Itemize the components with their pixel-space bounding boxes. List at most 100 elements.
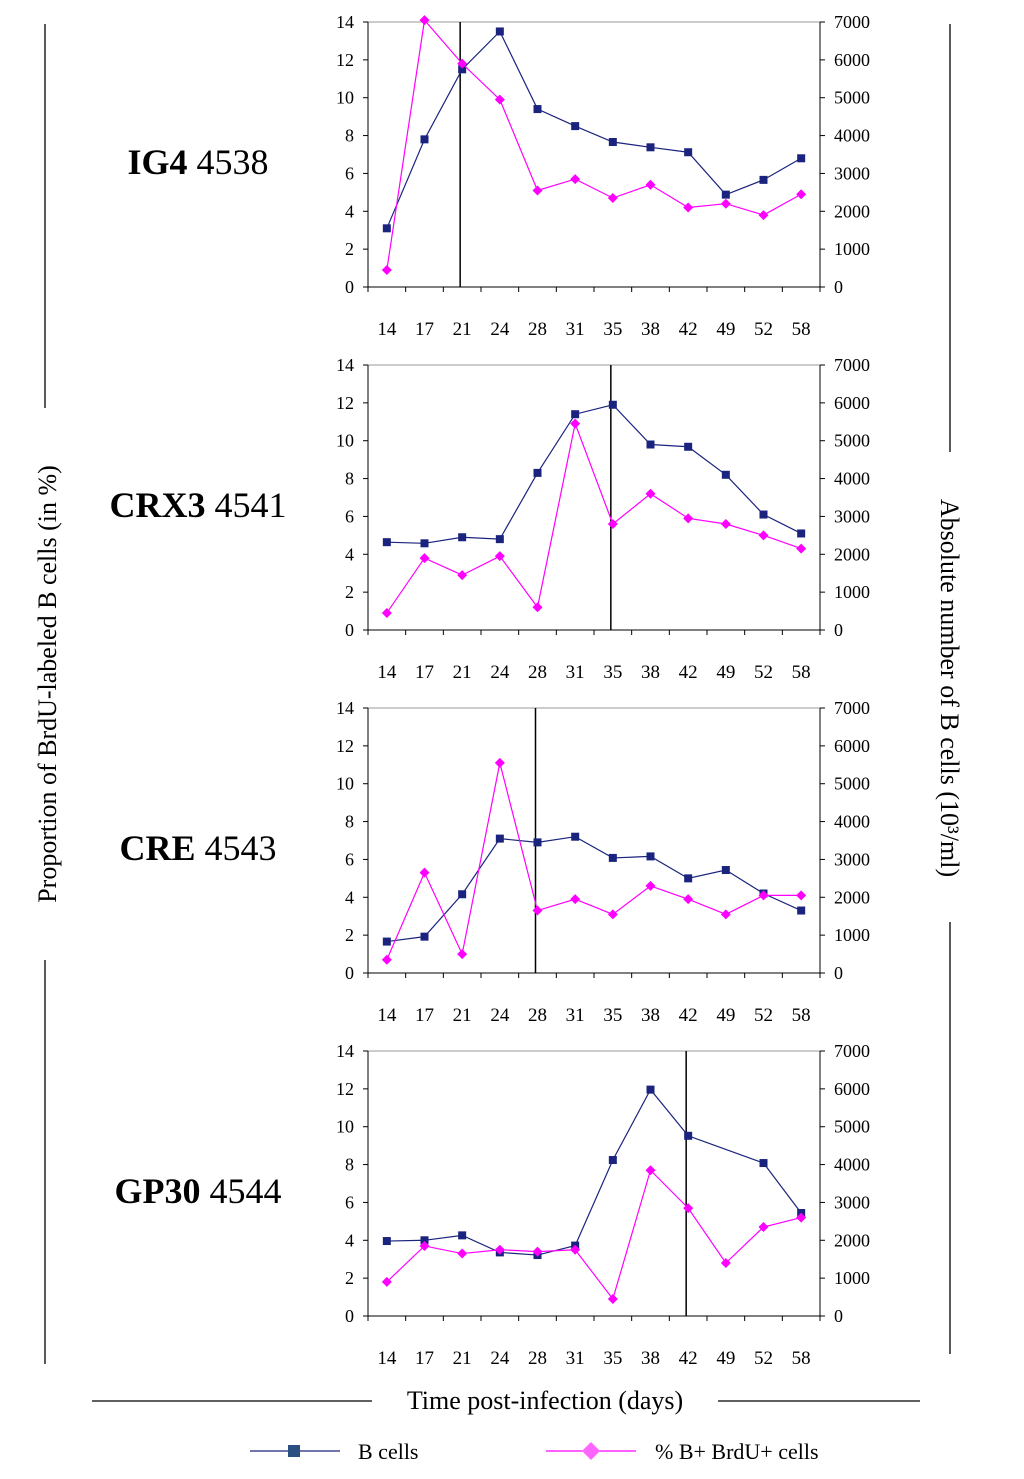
brdu-point xyxy=(532,1246,543,1257)
right-tick-label: 7000 xyxy=(834,698,870,718)
panel-title: CRX3 4541 xyxy=(110,485,287,525)
left-tick-label: 10 xyxy=(336,774,354,794)
x-tick-label: 28 xyxy=(528,662,547,683)
chart-panel-cre: CRE 454302468101214010002000300040005000… xyxy=(119,698,870,1026)
b-cells-point xyxy=(458,533,467,542)
right-tick-label: 3000 xyxy=(834,849,870,869)
brdu-point xyxy=(758,890,769,901)
left-tick-label: 4 xyxy=(345,887,354,907)
brdu-point xyxy=(758,210,769,221)
brdu-point xyxy=(532,905,543,916)
x-tick-label: 31 xyxy=(566,1348,585,1369)
legend-square-marker xyxy=(288,1445,300,1457)
brdu-point xyxy=(570,418,581,429)
left-tick-label: 4 xyxy=(345,1230,354,1250)
right-tick-label: 3000 xyxy=(834,163,870,183)
b-cells-point xyxy=(759,510,768,519)
brdu-point xyxy=(381,607,392,618)
left-tick-label: 6 xyxy=(345,849,354,869)
x-tick-label: 17 xyxy=(415,1348,434,1369)
plot-area xyxy=(367,364,821,631)
right-tick-label: 6000 xyxy=(834,393,870,413)
right-tick-label: 4000 xyxy=(834,1155,870,1175)
right-tick-label: 7000 xyxy=(834,12,870,32)
b-cells-point xyxy=(533,838,542,847)
x-tick-label: 28 xyxy=(528,319,547,340)
x-tick-label: 35 xyxy=(603,662,622,683)
right-tick-label: 7000 xyxy=(834,355,870,375)
right-tick-label: 5000 xyxy=(834,1117,870,1137)
brdu-point xyxy=(796,189,807,200)
left-axis-title: Proportion of BrdU-labeled B cells (in %… xyxy=(33,465,62,903)
brdu-point xyxy=(381,954,392,965)
panel-title-name: IG4 xyxy=(127,142,187,182)
legend-label-b-cells: B cells xyxy=(358,1439,419,1464)
b-cells-point xyxy=(684,442,693,451)
series-line-b-cells xyxy=(386,404,802,544)
b-cells-point xyxy=(420,932,429,941)
series-line-brdu xyxy=(386,762,802,960)
brdu-point xyxy=(494,551,505,562)
b-cells-point xyxy=(608,1156,617,1165)
left-tick-label: 6 xyxy=(345,163,354,183)
right-tick-label: 6000 xyxy=(834,736,870,756)
x-tick-label: 28 xyxy=(528,1348,547,1369)
brdu-point xyxy=(645,1165,656,1176)
brdu-point xyxy=(494,757,505,768)
b-cells-point xyxy=(684,148,693,157)
right-tick-label: 5000 xyxy=(834,774,870,794)
chart-panel-crx3: CRX3 45410246810121401000200030004000500… xyxy=(110,355,871,683)
legend-label-brdu: % B+ BrdU+ cells xyxy=(655,1439,819,1464)
right-axis-title: Absolute number of B cells (10³/ml) xyxy=(935,499,964,877)
panel-title-name: CRX3 xyxy=(110,485,206,525)
x-tick-label: 31 xyxy=(566,1005,585,1026)
left-tick-label: 2 xyxy=(345,925,354,945)
x-axis-title: Time post-infection (days) xyxy=(407,1386,683,1415)
brdu-point xyxy=(720,519,731,529)
brdu-point xyxy=(645,488,656,499)
b-cells-point xyxy=(684,1131,693,1140)
series-line-b-cells xyxy=(386,1088,802,1256)
right-tick-label: 6000 xyxy=(834,1079,870,1099)
right-tick-label: 2000 xyxy=(834,544,870,564)
left-tick-label: 2 xyxy=(345,582,354,602)
b-cells-point xyxy=(721,470,730,479)
x-tick-label: 21 xyxy=(453,1348,472,1369)
legend: B cells % B+ BrdU+ cells xyxy=(250,1439,819,1464)
x-tick-label: 52 xyxy=(754,319,773,340)
x-tick-label: 21 xyxy=(453,319,472,340)
panel-title-id: 4538 xyxy=(188,142,269,182)
b-cells-point xyxy=(646,440,655,449)
right-tick-label: 2000 xyxy=(834,887,870,907)
series-line-b-cells xyxy=(386,30,802,229)
x-tick-label: 49 xyxy=(716,1005,735,1026)
left-tick-label: 0 xyxy=(345,1306,354,1326)
brdu-point xyxy=(645,880,656,891)
brdu-point xyxy=(607,519,618,529)
x-tick-label: 24 xyxy=(490,1005,510,1026)
x-tick-label: 42 xyxy=(679,1348,698,1369)
brdu-point xyxy=(796,890,807,901)
right-tick-label: 2000 xyxy=(834,201,870,221)
panel-title-id: 4541 xyxy=(206,485,287,525)
b-cells-point xyxy=(420,1236,429,1245)
b-cells-point xyxy=(797,154,806,163)
series-line-b-cells xyxy=(386,836,802,943)
b-cells-point xyxy=(721,190,730,199)
brdu-point xyxy=(457,1248,468,1259)
brdu-point xyxy=(532,602,543,613)
left-tick-label: 12 xyxy=(336,393,354,413)
plot-area xyxy=(367,1050,821,1317)
x-tick-label: 52 xyxy=(754,662,773,683)
x-tick-label: 42 xyxy=(679,319,698,340)
brdu-point xyxy=(683,202,694,213)
right-tick-label: 0 xyxy=(834,277,843,297)
b-cells-point xyxy=(495,535,504,544)
b-cells-point xyxy=(495,27,504,36)
x-tick-label: 52 xyxy=(754,1348,773,1369)
x-tick-label: 21 xyxy=(453,662,472,683)
b-cells-point xyxy=(608,138,617,147)
brdu-point xyxy=(457,570,468,581)
series-line-brdu xyxy=(386,1169,802,1301)
